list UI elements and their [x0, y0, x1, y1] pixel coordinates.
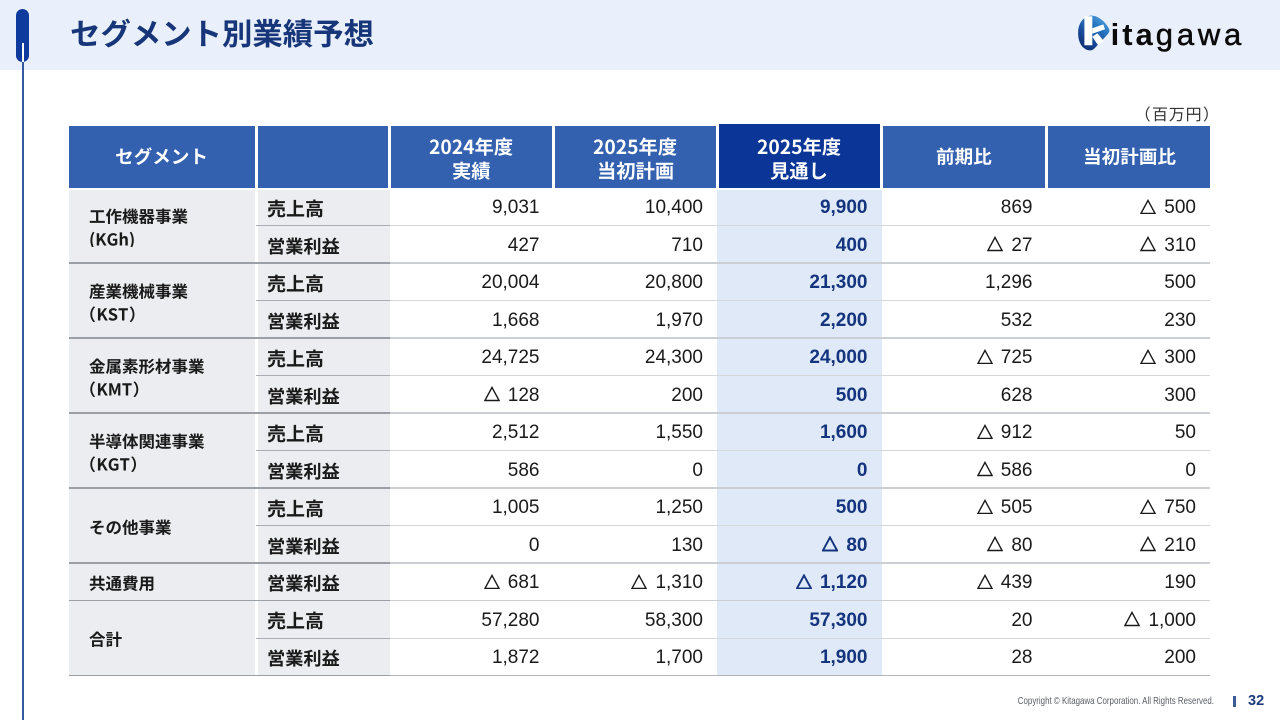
svg-text:itagawa: itagawa — [1111, 17, 1246, 52]
